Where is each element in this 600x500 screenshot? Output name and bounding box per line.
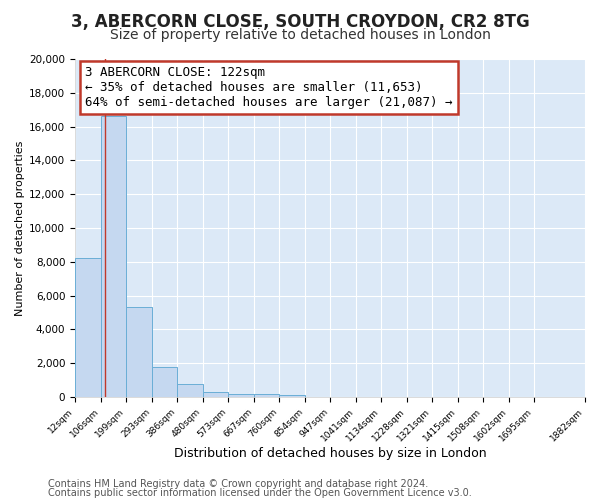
Bar (101, 116, 126, 397)
X-axis label: Distribution of detached houses by size in London: Distribution of detached houses by size … (173, 447, 487, 460)
Bar (126, 308, 152, 397)
Text: Size of property relative to detached houses in London: Size of property relative to detached ho… (110, 28, 490, 42)
Bar (203, 392, 228, 397)
Bar (177, 384, 203, 397)
Bar (75, 258, 101, 397)
Text: Contains HM Land Registry data © Crown copyright and database right 2024.: Contains HM Land Registry data © Crown c… (48, 479, 428, 489)
Bar (279, 396, 305, 397)
Bar (152, 366, 177, 397)
Bar (228, 394, 254, 397)
Text: Contains public sector information licensed under the Open Government Licence v3: Contains public sector information licen… (48, 488, 472, 498)
Text: 3, ABERCORN CLOSE, SOUTH CROYDON, CR2 8TG: 3, ABERCORN CLOSE, SOUTH CROYDON, CR2 8T… (71, 12, 529, 30)
Y-axis label: Number of detached properties: Number of detached properties (15, 140, 25, 316)
Text: 3 ABERCORN CLOSE: 122sqm
← 35% of detached houses are smaller (11,653)
64% of se: 3 ABERCORN CLOSE: 122sqm ← 35% of detach… (85, 66, 453, 109)
Bar (254, 394, 279, 397)
